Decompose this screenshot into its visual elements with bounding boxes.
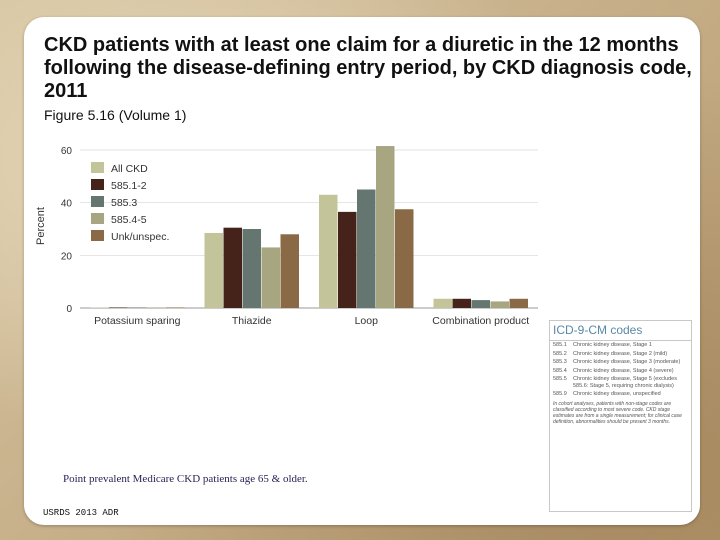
- icd-code-description: Chronic kidney disease, Stage 2 (mild): [573, 350, 668, 357]
- x-axis-labels: Potassium sparing Thiazide Loop Combination…: [94, 315, 529, 327]
- icd-code-description: Chronic kidney disease, unspecified: [573, 391, 661, 397]
- icd-code-description: Chronic kidney disease, Stage 4 (severe): [573, 367, 674, 374]
- bar: [319, 194, 338, 308]
- icd-codes-title: ICD-9-CM codes: [550, 321, 691, 341]
- bar: [471, 300, 490, 308]
- icd-code: 585.9: [553, 391, 567, 397]
- icd-code-row: 585.5 Chronic kidney disease, Stage 5 (ex…: [550, 375, 691, 390]
- icd-code-row: 585.3 Chronic kidney disease, Stage 3 (mo…: [550, 358, 691, 367]
- icd-code: 585.4: [553, 367, 567, 374]
- legend-swatch: [91, 213, 104, 224]
- bar: [509, 298, 528, 308]
- bar: [338, 211, 357, 308]
- bar-chart: 0 20 40 60 Potassium sparing Thiazide Loop Com…: [35, 146, 538, 327]
- bar: [223, 227, 242, 308]
- legend-label: 585.1-2: [111, 180, 147, 192]
- legend-label: 585.3: [111, 197, 137, 209]
- y-axis-title: Percent: [35, 207, 47, 245]
- legend-swatch: [91, 179, 104, 190]
- y-tick-label: 60: [61, 146, 73, 157]
- legend-label: Unk/unspec.: [111, 231, 169, 243]
- icd-code: 585.3: [553, 359, 567, 365]
- bar: [357, 189, 376, 308]
- slide-title: CKD patients with at least one claim for…: [44, 34, 692, 102]
- legend: All CKD 585.1-2 585.3 585.4-5 Unk/unspec.: [91, 162, 169, 243]
- icd-code-row: 585.2 Chronic kidney disease, Stage 2 (mi…: [550, 350, 691, 359]
- source-label: USRDS 2013 ADR: [43, 508, 119, 518]
- icd-code-row: 585.9 Chronic kidney disease, unspecified: [550, 390, 691, 399]
- icd-code-description: Chronic kidney disease, Stage 1: [573, 342, 652, 348]
- x-tick-label: Loop: [355, 315, 379, 327]
- bar: [109, 307, 128, 308]
- icd-code-row: 585.4 Chronic kidney disease, Stage 4 (se…: [550, 367, 691, 376]
- bar: [128, 307, 147, 308]
- bar: [395, 209, 414, 308]
- figure-subtitle: Figure 5.16 (Volume 1): [44, 107, 187, 123]
- bar: [261, 247, 280, 308]
- legend-swatch: [91, 196, 104, 207]
- icd-code-description: Chronic kidney disease, Stage 5 (exclude…: [573, 376, 677, 389]
- bar: [280, 234, 299, 308]
- x-tick-label: Combination product: [432, 315, 529, 327]
- bar: [490, 301, 509, 308]
- icd-code: 585.2: [553, 350, 567, 357]
- icd-codes-note: In cohort analyses, patients with non-st…: [553, 400, 682, 425]
- icd-code-row: 585.1 Chronic kidney disease, Stage 1: [550, 341, 691, 350]
- x-tick-label: Thiazide: [232, 315, 272, 327]
- icd-code-description: Chronic kidney disease, Stage 3 (moderat…: [573, 359, 681, 365]
- bar: [166, 307, 185, 308]
- chart-bars: [90, 146, 528, 308]
- bar: [147, 307, 166, 308]
- bar: [204, 232, 223, 308]
- x-tick-label: Potassium sparing: [94, 315, 181, 327]
- y-axis-ticks: 0 20 40 60: [61, 146, 73, 315]
- y-tick-label: 20: [61, 251, 73, 262]
- legend-swatch: [91, 230, 104, 241]
- chart-grid: [80, 149, 538, 309]
- legend-label: All CKD: [111, 163, 148, 175]
- bar: [452, 298, 471, 308]
- bar: [376, 146, 395, 308]
- legend-swatch: [91, 162, 104, 173]
- bar: [90, 307, 109, 308]
- icd-codes-list: 585.1 Chronic kidney disease, Stage 1 585.…: [550, 341, 691, 399]
- bar: [433, 298, 452, 308]
- bar: [242, 229, 261, 308]
- y-tick-label: 0: [66, 304, 72, 315]
- legend-label: 585.4-5: [111, 214, 147, 226]
- icd-code: 585.5: [553, 376, 567, 382]
- y-tick-label: 40: [61, 199, 73, 210]
- icd-codes-box: ICD-9-CM codes 585.1 Chronic kidney disea…: [549, 320, 692, 512]
- icd-code: 585.1: [553, 342, 567, 348]
- footnote: Point prevalent Medicare CKD patients ag…: [63, 473, 308, 485]
